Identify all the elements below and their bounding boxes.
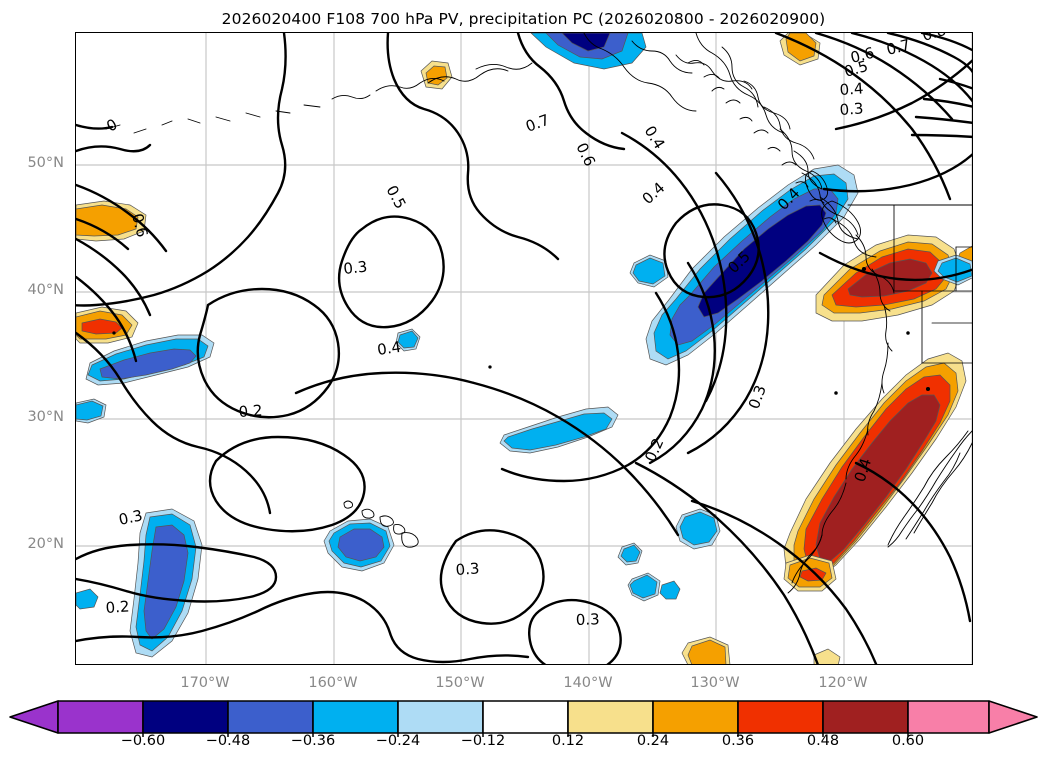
svg-text:0.2: 0.2 — [105, 597, 130, 617]
colorbar: −0.60 −0.48 −0.36 −0.24 −0.12 0.12 0.24 … — [0, 697, 1047, 765]
coastlines — [105, 33, 972, 594]
pv-contours — [76, 33, 972, 664]
svg-text:0.3: 0.3 — [745, 383, 770, 412]
cb-tick-0: −0.60 — [120, 733, 166, 749]
map-plot-area: 0 0.6 0.5 0.3 0.4 0.7 0.6 0.4 0.4 0.5 0.… — [75, 32, 973, 665]
svg-text:0.6: 0.6 — [128, 212, 151, 240]
svg-text:0.3: 0.3 — [343, 258, 369, 278]
svg-text:0.7: 0.7 — [523, 111, 552, 136]
ytick-40n: 40°N — [27, 282, 64, 298]
cb-extend-low — [9, 700, 59, 734]
xtick-120w: 120°W — [818, 675, 868, 691]
svg-text:0.2: 0.2 — [641, 436, 667, 465]
ytick-50n: 50°N — [27, 155, 64, 171]
cb-tick-6: 0.24 — [636, 733, 670, 749]
xtick-160w: 160°W — [308, 675, 358, 691]
cb-tick-4: −0.12 — [460, 733, 506, 749]
svg-text:0.2: 0.2 — [238, 401, 263, 421]
svg-text:0.3: 0.3 — [576, 610, 600, 629]
svg-text:0.4: 0.4 — [376, 338, 402, 359]
svg-text:0.5: 0.5 — [842, 57, 870, 81]
xtick-130w: 130°W — [690, 675, 740, 691]
svg-text:0.7: 0.7 — [885, 36, 913, 59]
svg-text:0.3: 0.3 — [117, 506, 144, 529]
ytick-20n: 20°N — [27, 536, 64, 552]
map-canvas: 0 0.6 0.5 0.3 0.4 0.7 0.6 0.4 0.4 0.5 0.… — [76, 33, 972, 664]
cb-tick-1: −0.48 — [205, 733, 251, 749]
page-title: 2026020400 F108 700 hPa PV, precipitatio… — [221, 10, 826, 28]
svg-text:0.3: 0.3 — [455, 559, 480, 579]
xtick-140w: 140°W — [563, 675, 613, 691]
xtick-170w: 170°W — [180, 675, 230, 691]
colorbar-swatches — [9, 700, 1038, 737]
svg-text:0.3: 0.3 — [839, 99, 864, 119]
shaded-precip-field — [76, 33, 972, 664]
ytick-30n: 30°N — [27, 409, 64, 425]
svg-text:0.4: 0.4 — [839, 79, 864, 99]
svg-text:0.4: 0.4 — [639, 179, 669, 208]
cb-tick-9: 0.60 — [891, 733, 925, 749]
cb-tick-7: 0.36 — [721, 733, 755, 749]
xtick-150w: 150°W — [435, 675, 485, 691]
cb-tick-8: 0.48 — [806, 733, 840, 749]
cb-tick-2: −0.36 — [290, 733, 336, 749]
cb-extend-high — [988, 700, 1038, 734]
svg-text:0.6: 0.6 — [849, 44, 877, 67]
cb-tick-3: −0.24 — [375, 733, 421, 749]
svg-text:0.8: 0.8 — [920, 33, 948, 45]
svg-text:0.5: 0.5 — [382, 182, 409, 212]
cb-tick-5: 0.12 — [551, 733, 585, 749]
